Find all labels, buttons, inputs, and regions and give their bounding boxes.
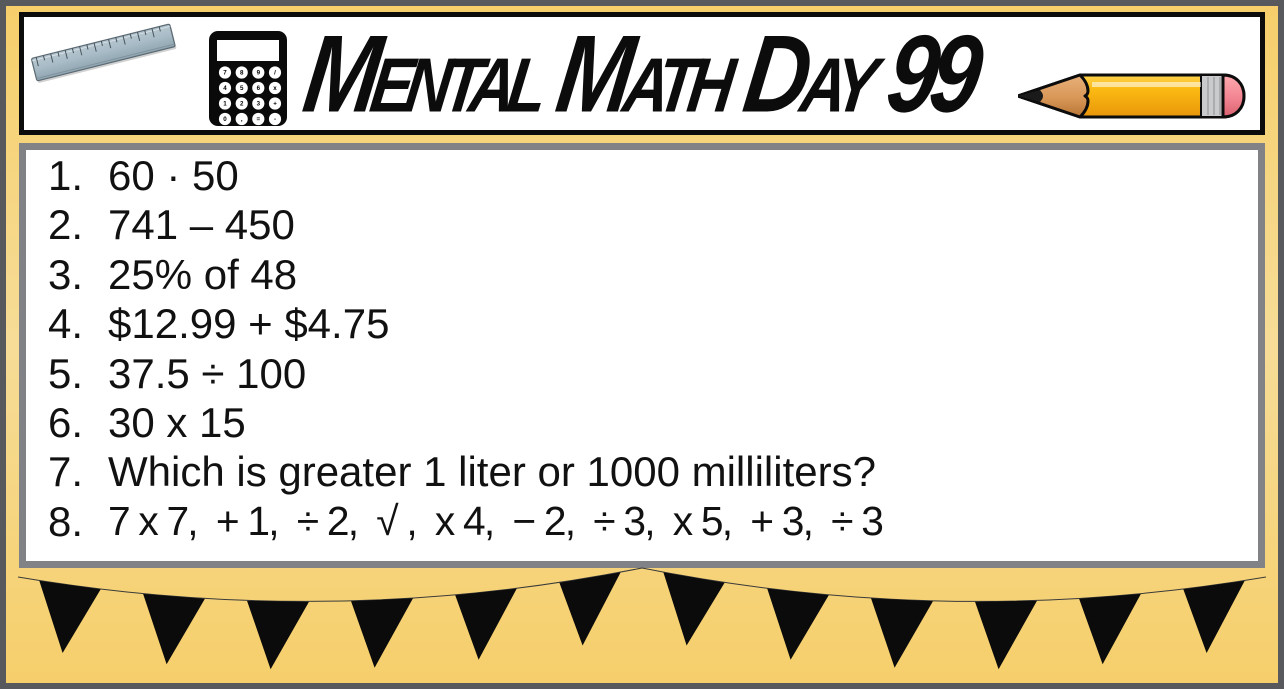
svg-text:3: 3	[257, 101, 261, 108]
svg-text:,: ,	[241, 116, 243, 123]
svg-text:4: 4	[223, 85, 227, 92]
svg-text:8: 8	[240, 70, 244, 77]
svg-text:x: x	[273, 85, 277, 92]
svg-text:+: +	[273, 101, 277, 108]
svg-text:9: 9	[257, 70, 261, 77]
svg-text:-: -	[274, 116, 276, 123]
svg-text:0: 0	[223, 116, 227, 123]
svg-text:6: 6	[257, 85, 261, 92]
svg-text:1: 1	[223, 101, 227, 108]
svg-text:/: /	[274, 70, 276, 77]
svg-text:5: 5	[240, 85, 244, 92]
svg-text:=: =	[256, 116, 260, 123]
svg-text:2: 2	[240, 101, 244, 108]
svg-text:7: 7	[223, 70, 227, 77]
